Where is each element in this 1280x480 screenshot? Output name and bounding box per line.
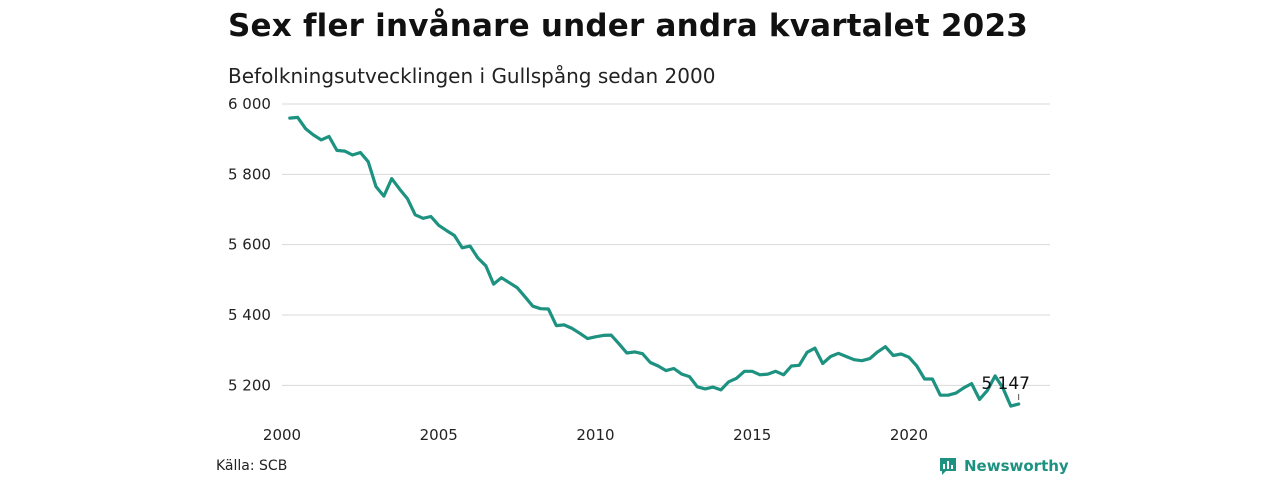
brand-name: Newsworthy xyxy=(964,457,1069,475)
brand-logo: Newsworthy xyxy=(938,456,1069,476)
chart-title: Sex fler invånare under andra kvartalet … xyxy=(228,8,1028,44)
series-line xyxy=(288,115,1021,408)
y-tick-label: 5 400 xyxy=(228,306,271,324)
x-tick-label: 2000 xyxy=(263,426,301,444)
newsworthy-logo-icon xyxy=(940,458,956,475)
x-tick-label: 2015 xyxy=(733,426,771,444)
y-tick-label: 5 200 xyxy=(228,376,271,394)
gridlines xyxy=(282,103,1050,386)
x-tick-label: 2010 xyxy=(576,426,614,444)
y-tick-label: 5 600 xyxy=(228,236,271,254)
x-tick-label: 2005 xyxy=(420,426,458,444)
y-tick-label: 5 800 xyxy=(228,165,271,183)
x-tick-label: 2020 xyxy=(890,426,928,444)
last-value-label: 5 147 xyxy=(981,374,1030,394)
source-note: Källa: SCB xyxy=(216,458,288,474)
y-tick-label: 6 000 xyxy=(228,95,271,113)
x-axis-labels: 2000 2005 2010 2015 2020 xyxy=(263,426,928,444)
chart-subtitle: Befolkningsutvecklingen i Gullspång seda… xyxy=(228,64,716,88)
y-axis-labels: 5 200 5 400 5 600 5 800 6 000 xyxy=(228,95,271,394)
